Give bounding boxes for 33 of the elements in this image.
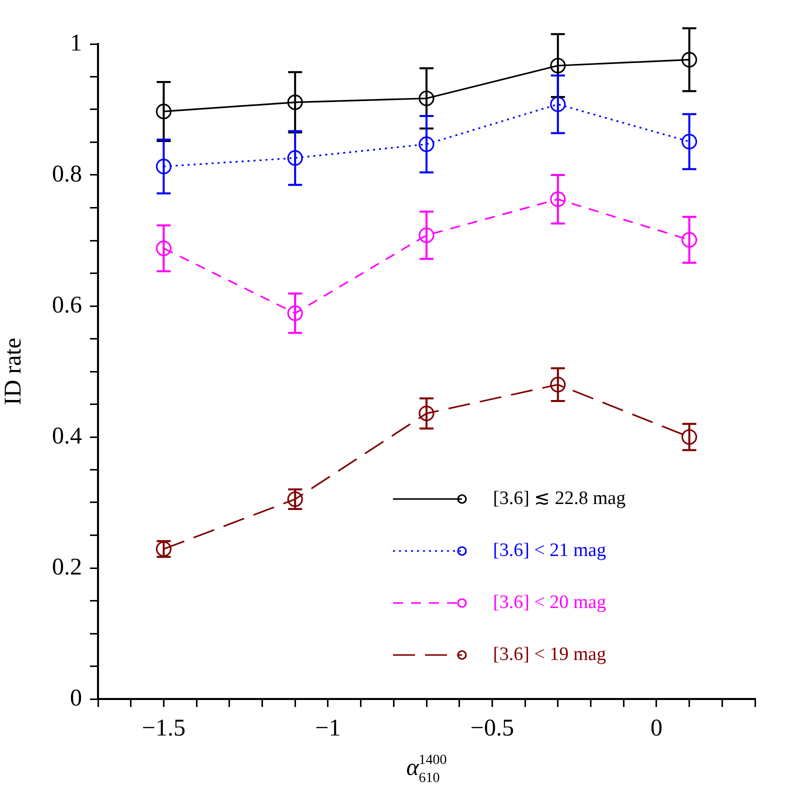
legend-label: [3.6] < 19 mag — [493, 644, 607, 665]
point — [550, 58, 566, 74]
point — [156, 104, 172, 120]
point — [418, 90, 434, 106]
point — [550, 191, 566, 208]
point — [682, 232, 698, 248]
x-tick-label: −1 — [315, 716, 341, 742]
point — [156, 158, 172, 174]
y-tick-label: 0.2 — [52, 554, 82, 580]
point — [287, 94, 303, 110]
legend-label: [3.6] < 20 mag — [493, 592, 607, 613]
legend-label: [3.6] ≲ 22.8 mag — [493, 488, 626, 509]
y-tick-label: 0 — [70, 685, 82, 712]
point — [418, 406, 434, 422]
x-tick-label: −0.5 — [470, 716, 514, 742]
point — [550, 376, 566, 392]
legend-label: [3.6] < 21 mag — [493, 540, 607, 561]
point — [682, 134, 698, 150]
point — [418, 227, 434, 244]
point — [418, 136, 434, 152]
y-tick-label: 1 — [70, 30, 82, 56]
point — [156, 240, 172, 256]
point — [287, 305, 303, 322]
point — [682, 52, 698, 68]
point — [550, 96, 566, 112]
y-axis-title: ID rate — [0, 338, 27, 406]
point — [682, 429, 698, 445]
point — [287, 150, 303, 166]
x-tick-label: −1.5 — [142, 716, 186, 742]
y-tick-label: 0.8 — [52, 161, 82, 188]
y-tick-label: 0.6 — [52, 292, 82, 318]
y-tick-label: 0.4 — [52, 423, 82, 450]
x-tick-label: 0 — [650, 716, 662, 742]
